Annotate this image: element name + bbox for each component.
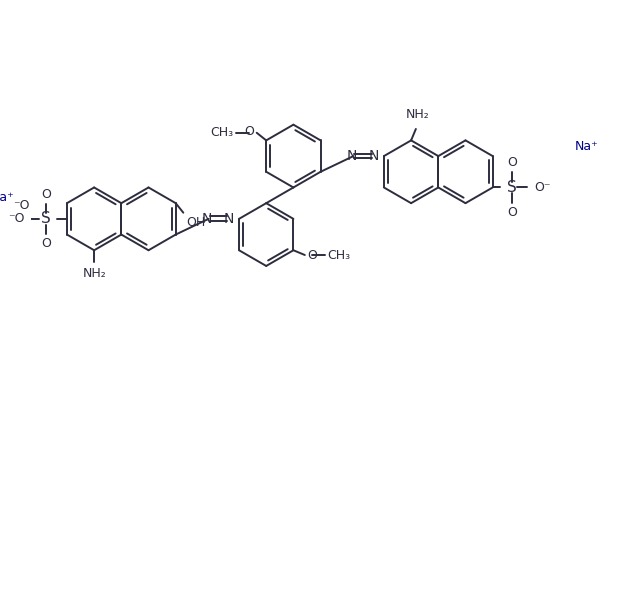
Text: N: N: [224, 212, 234, 226]
Text: O: O: [507, 156, 517, 170]
Text: ⁻O: ⁻O: [13, 199, 30, 212]
Text: N: N: [369, 149, 379, 163]
Text: Na⁺: Na⁺: [575, 140, 598, 153]
Text: O: O: [244, 125, 254, 139]
Text: S: S: [507, 180, 517, 195]
Text: CH₃: CH₃: [210, 126, 233, 139]
Text: O: O: [507, 206, 517, 218]
Text: ⁻O: ⁻O: [9, 212, 25, 226]
Text: N: N: [347, 149, 357, 163]
Text: N: N: [202, 212, 212, 226]
Text: O⁻: O⁻: [534, 181, 551, 194]
Text: NH₂: NH₂: [406, 108, 430, 122]
Text: CH₃: CH₃: [328, 249, 351, 261]
Text: OH: OH: [186, 216, 205, 229]
Text: O: O: [308, 249, 318, 261]
Text: S: S: [41, 212, 51, 226]
Text: O: O: [41, 237, 51, 250]
Text: Na⁺: Na⁺: [0, 192, 14, 204]
Text: O: O: [41, 188, 51, 201]
Text: NH₂: NH₂: [82, 268, 106, 280]
